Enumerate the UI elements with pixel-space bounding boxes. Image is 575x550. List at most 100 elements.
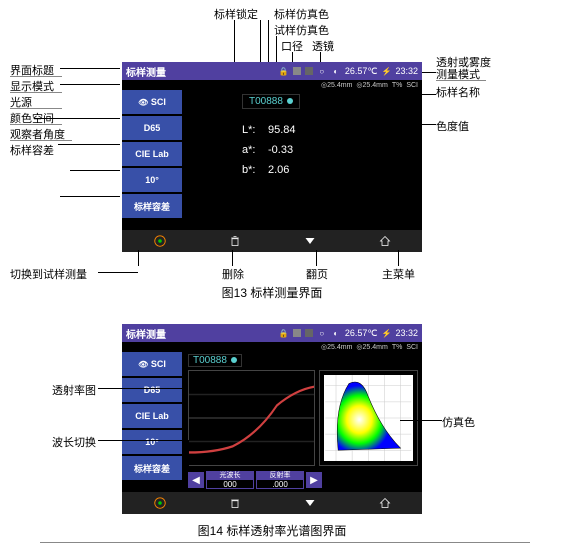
chroma-values: L*:95.84 a*:-0.33 b*:2.06 bbox=[242, 120, 296, 180]
sidebar-item-d65[interactable]: D65 bbox=[122, 116, 182, 140]
sidebar-item-10deg[interactable]: 10° bbox=[122, 168, 182, 192]
line bbox=[316, 250, 317, 266]
fig14-caption: 图14 标样透射率光谱图界面 bbox=[122, 522, 422, 539]
line bbox=[10, 92, 62, 93]
line bbox=[10, 108, 62, 109]
line bbox=[232, 250, 233, 266]
line bbox=[98, 388, 188, 389]
wl-wavelength-cell: 光波长000 bbox=[206, 471, 254, 489]
fig13-caption: 图13 标样测量界面 bbox=[122, 284, 422, 301]
page-down-icon[interactable] bbox=[303, 234, 317, 248]
line bbox=[58, 144, 120, 145]
line bbox=[98, 440, 188, 441]
sidebar: 👁 SCI D65 CIE Lab 10° 标样容差 bbox=[122, 90, 182, 230]
callout-delete: 删除 bbox=[222, 266, 244, 282]
home-icon-2[interactable] bbox=[378, 496, 392, 510]
aperture2: ◎25.4mm bbox=[356, 81, 387, 89]
callout-tolerance: 标样容差 bbox=[10, 142, 54, 158]
sample-name-field[interactable]: T00888 bbox=[242, 94, 300, 109]
line bbox=[398, 250, 399, 266]
callout-sample-name: 标样名称 bbox=[436, 84, 480, 100]
mode-value-2: SCI bbox=[406, 344, 418, 351]
sidebar-item-10deg-2[interactable]: 10° bbox=[122, 430, 182, 454]
callout-transmittance-chart: 透射率图 bbox=[52, 382, 96, 398]
wl-reflectance-cell: 反射率.000 bbox=[256, 471, 304, 489]
sample-sim-color-icon bbox=[305, 329, 313, 337]
wl-left-icon[interactable]: ◀ bbox=[188, 472, 204, 488]
sidebar-item-sci-2[interactable]: 👁 SCI bbox=[122, 352, 182, 376]
callout-sim-color2: 仿真色 bbox=[442, 414, 475, 430]
lock-icon: 🔒 bbox=[279, 66, 289, 76]
aperture-icon: ○ bbox=[317, 66, 327, 76]
bluetooth-icon: ⚡ bbox=[381, 328, 391, 338]
callout-sim-color-sample: 试样仿真色 bbox=[274, 22, 329, 38]
sample-sim-color-icon bbox=[305, 67, 313, 75]
sample-name-field-2[interactable]: T00888 bbox=[188, 354, 242, 367]
line bbox=[400, 420, 442, 421]
t-pct: T% bbox=[392, 82, 403, 89]
gamut-chart bbox=[319, 370, 418, 466]
t-pct-2: T% bbox=[392, 344, 403, 351]
titlebar: 标样测量 🔒 ○ ◐ 26.57℃ ⚡ 23:32 bbox=[122, 62, 422, 80]
sidebar-2: 👁 SCI D65 CIE Lab 10° 标样容差 bbox=[122, 352, 182, 492]
aperture-icon: ○ bbox=[317, 328, 327, 338]
wl-right-icon[interactable]: ▶ bbox=[306, 472, 322, 488]
line bbox=[10, 124, 62, 125]
callout-wavelength-switch: 波长切换 bbox=[52, 434, 96, 450]
callout-switch-sample: 切换到试样测量 bbox=[10, 266, 87, 282]
time-value: 23:32 bbox=[395, 66, 418, 76]
line bbox=[60, 84, 120, 85]
callout-main-menu: 主菜单 bbox=[382, 266, 415, 282]
line bbox=[98, 272, 138, 273]
sidebar-item-tolerance[interactable]: 标样容差 bbox=[122, 194, 182, 218]
transmittance-chart bbox=[188, 370, 315, 466]
line bbox=[60, 196, 120, 197]
line bbox=[40, 542, 530, 543]
navbar bbox=[122, 230, 422, 252]
sidebar-item-d65-2[interactable]: D65 bbox=[122, 378, 182, 402]
lock-icon: 🔒 bbox=[279, 328, 289, 338]
navbar-2 bbox=[122, 492, 422, 514]
sidebar-item-sci[interactable]: 👁 SCI bbox=[122, 90, 182, 114]
delete-icon[interactable] bbox=[228, 234, 242, 248]
target-dot-icon bbox=[231, 357, 237, 363]
switch-sample-icon-2[interactable] bbox=[153, 496, 167, 510]
page-title-2: 标样测量 bbox=[126, 326, 166, 341]
home-icon[interactable] bbox=[378, 234, 392, 248]
line bbox=[10, 140, 72, 141]
switch-sample-icon[interactable] bbox=[153, 234, 167, 248]
sidebar-item-cielab-2[interactable]: CIE Lab bbox=[122, 404, 182, 428]
aperture2-2: ◎25.4mm bbox=[356, 343, 387, 351]
time-value-2: 23:32 bbox=[395, 328, 418, 338]
callout-chroma-value: 色度值 bbox=[436, 118, 469, 134]
line bbox=[10, 76, 62, 77]
lens-icon: ◐ bbox=[331, 66, 341, 76]
sidebar-item-tolerance-2[interactable]: 标样容差 bbox=[122, 456, 182, 480]
std-sim-color-icon bbox=[293, 67, 301, 75]
mode-value: SCI bbox=[406, 82, 418, 89]
main-area-2: T00888 bbox=[182, 352, 422, 492]
device-1: 标样测量 🔒 ○ ◐ 26.57℃ ⚡ 23:32 ◎25.4mm ◎25.4m… bbox=[122, 62, 422, 252]
callout-title-lock: 标样锁定 bbox=[214, 6, 258, 22]
line bbox=[436, 80, 486, 81]
line bbox=[188, 440, 189, 470]
callout-page: 翻页 bbox=[306, 266, 328, 282]
page-down-icon-2[interactable] bbox=[303, 496, 317, 510]
delete-icon-2[interactable] bbox=[228, 496, 242, 510]
callout-lens: 透镜 bbox=[312, 38, 334, 54]
callout-sim-color-std: 标样仿真色 bbox=[274, 6, 329, 22]
aperture1-2: ◎25.4mm bbox=[321, 343, 352, 351]
temp-value: 26.57℃ bbox=[345, 66, 378, 77]
main-area: T00888 L*:95.84 a*:-0.33 b*:2.06 bbox=[182, 90, 422, 230]
sidebar-item-cielab[interactable]: CIE Lab bbox=[122, 142, 182, 166]
target-dot-icon bbox=[287, 98, 293, 104]
temp-value-2: 26.57℃ bbox=[345, 328, 378, 339]
titlebar-2: 标样测量 🔒 ○ ◐ 26.57℃ ⚡ 23:32 bbox=[122, 324, 422, 342]
bluetooth-icon: ⚡ bbox=[381, 66, 391, 76]
line bbox=[60, 68, 120, 69]
lens-icon: ◐ bbox=[331, 328, 341, 338]
wavelength-switch[interactable]: ◀ 光波长000 反射率.000 ▶ bbox=[188, 470, 322, 490]
aperture1: ◎25.4mm bbox=[321, 81, 352, 89]
page-title: 标样测量 bbox=[126, 64, 166, 79]
std-sim-color-icon bbox=[293, 329, 301, 337]
